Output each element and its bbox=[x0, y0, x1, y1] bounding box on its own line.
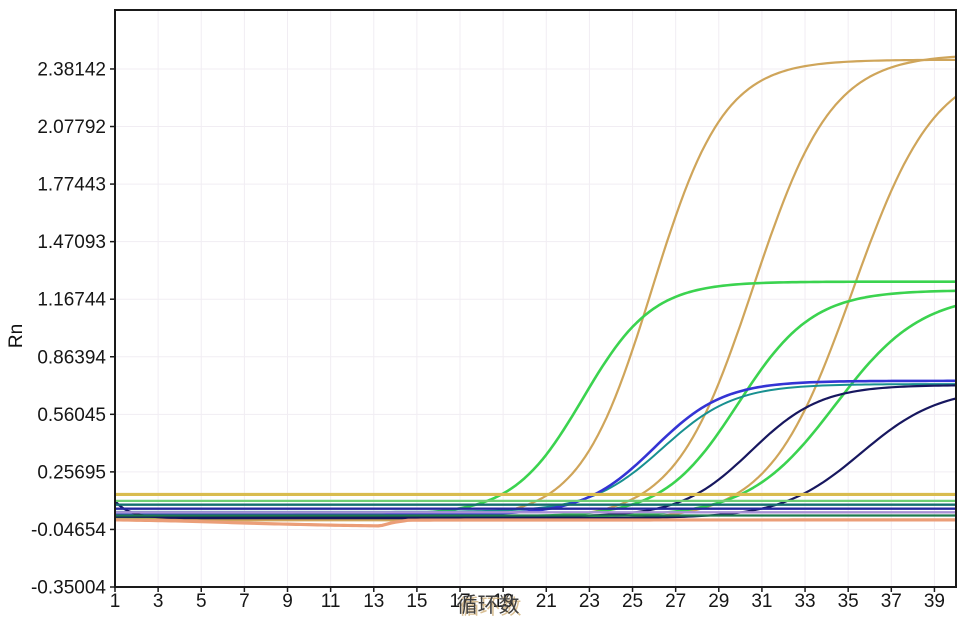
x-tick-label: 15 bbox=[406, 591, 427, 612]
y-tick-label: 1.77443 bbox=[37, 175, 106, 196]
x-tick-label: 29 bbox=[708, 591, 729, 612]
x-tick-label: 19 bbox=[493, 591, 514, 612]
x-tick-label: 17 bbox=[449, 591, 470, 612]
y-axis-title: Rn bbox=[6, 324, 27, 348]
x-tick-label: 9 bbox=[282, 591, 293, 612]
x-tick-label: 39 bbox=[924, 591, 945, 612]
curve-amp-teal-1 bbox=[115, 383, 956, 513]
curve-amp-green-3 bbox=[115, 304, 956, 519]
curve-amp-navy-3 bbox=[115, 397, 956, 520]
x-axis-title-shadow: 循环数 bbox=[459, 596, 522, 619]
x-tick-label: 35 bbox=[838, 591, 859, 612]
x-tick-label: 31 bbox=[751, 591, 772, 612]
y-tick-label: 2.38142 bbox=[37, 59, 106, 80]
x-tick-label: 13 bbox=[363, 591, 384, 612]
x-tick-label: 3 bbox=[153, 591, 164, 612]
y-tick-label: 1.16744 bbox=[37, 290, 106, 311]
x-tick-label: 33 bbox=[794, 591, 815, 612]
y-tick-label: 1.47093 bbox=[37, 232, 106, 253]
y-tick-label: 0.56045 bbox=[37, 405, 106, 426]
curve-amp-orange-1 bbox=[115, 58, 956, 520]
y-tick-label: -0.35004 bbox=[31, 578, 106, 599]
x-tick-label: 21 bbox=[536, 591, 557, 612]
x-tick-label: 5 bbox=[196, 591, 207, 612]
y-tick-label: 0.86394 bbox=[37, 347, 106, 368]
curve-amp-navy-2 bbox=[115, 384, 956, 518]
y-tick-label: 2.07792 bbox=[37, 117, 106, 138]
x-axis-title: 循环数 bbox=[457, 594, 520, 617]
x-tick-label: 23 bbox=[579, 591, 600, 612]
plot-border bbox=[114, 9, 957, 588]
x-tick-label: 7 bbox=[239, 591, 250, 612]
y-tick-label: -0.04654 bbox=[31, 520, 106, 541]
x-tick-label: 1 bbox=[110, 591, 121, 612]
x-tick-label: 37 bbox=[881, 591, 902, 612]
x-tick-label: 27 bbox=[665, 591, 686, 612]
curve-baseline-salmon bbox=[115, 518, 956, 528]
y-tick-label: 0.25695 bbox=[37, 462, 106, 483]
curve-amp-green-2 bbox=[115, 289, 956, 519]
x-tick-label: 25 bbox=[622, 591, 643, 612]
x-tick-label: 11 bbox=[321, 591, 341, 612]
